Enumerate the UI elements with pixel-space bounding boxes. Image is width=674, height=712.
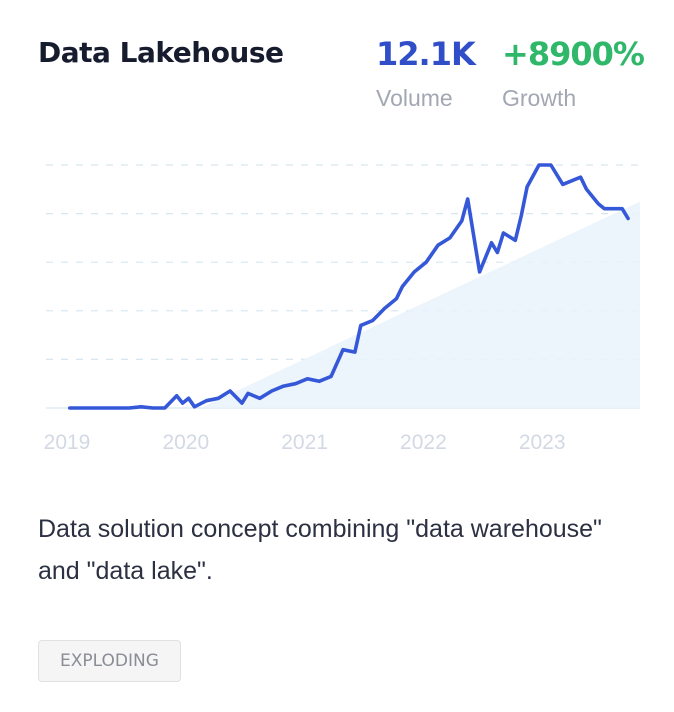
trend-chart-svg: 2019 2020 2021 2022 2023 xyxy=(44,163,640,454)
trend-title: Data Lakehouse xyxy=(38,36,284,69)
x-tick-label: 2019 xyxy=(44,431,91,454)
x-tick-label: 2023 xyxy=(519,431,566,454)
status-badge: EXPLODING xyxy=(38,640,181,682)
x-tick-label: 2020 xyxy=(162,431,209,454)
growth-value: +8900% xyxy=(502,35,645,73)
series-line xyxy=(68,163,630,410)
trend-area xyxy=(200,201,640,408)
x-tick-label: 2021 xyxy=(281,431,328,454)
x-tick-label: 2022 xyxy=(400,431,447,454)
trend-description: Data solution concept combining "data wa… xyxy=(38,515,602,585)
volume-value: 12.1K xyxy=(376,35,476,73)
volume-metric: 12.1K Volume xyxy=(376,34,476,112)
trend-chart: 2019 2020 2021 2022 2023 xyxy=(0,140,674,470)
volume-label: Volume xyxy=(376,85,453,111)
growth-metric: +8900% Growth xyxy=(502,34,645,112)
growth-label: Growth xyxy=(502,85,577,111)
